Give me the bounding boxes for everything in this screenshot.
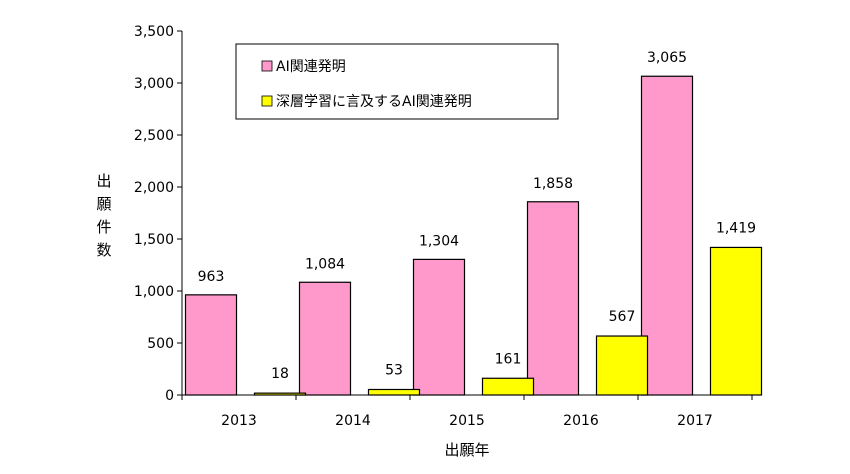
- x-tick-label: 2015: [449, 413, 485, 429]
- bar-ai: [640, 75, 694, 396]
- y-axis-title-char: 数: [96, 241, 111, 259]
- y-tick-label: 2,500: [134, 128, 174, 144]
- x-axis-title: 出願年: [444, 441, 489, 459]
- x-ticks: 2013 2014 2015 2016 2017: [181, 395, 753, 429]
- y-axis-title-char: 出: [96, 172, 111, 190]
- data-label: 53: [385, 362, 403, 378]
- bar-deep-learning: [367, 388, 421, 396]
- y-axis-title-char: 件: [96, 218, 111, 236]
- y-tick-label: 1,000: [134, 284, 174, 300]
- data-label: 963: [198, 269, 225, 285]
- y-tick-label: 2,000: [134, 180, 174, 196]
- y-tick-label: 0: [165, 388, 174, 404]
- data-label: 161: [495, 351, 522, 367]
- x-tick-label: 2013: [221, 413, 257, 429]
- y-tick-label: 1,500: [134, 232, 174, 248]
- x-tick-label: 2016: [563, 413, 599, 429]
- y-axis-title-char: 願: [96, 195, 111, 213]
- bars: [184, 75, 763, 396]
- y-tick-label: 3,000: [134, 76, 174, 92]
- data-label: 3,065: [647, 50, 687, 66]
- data-label: 1,858: [533, 176, 573, 192]
- data-label: 1,304: [419, 233, 459, 249]
- x-tick-label: 2017: [677, 413, 713, 429]
- legend-label-ai: AI関連発明: [276, 59, 346, 75]
- data-labels: 963 1,084 1,304 1,858 3,065 18 53 161 567 1,419: [198, 50, 756, 382]
- data-label: 567: [609, 309, 636, 325]
- legend-swatch-deep-learning: [261, 95, 273, 107]
- bar-ai: [298, 281, 352, 396]
- legend-swatch-ai: [261, 60, 273, 72]
- x-tick-label: 2014: [335, 413, 371, 429]
- bar-ai: [184, 294, 238, 396]
- data-label: 1,419: [716, 220, 756, 236]
- legend: AI関連発明 深層学習に言及するAI関連発明: [235, 43, 559, 120]
- bar-ai: [412, 258, 466, 396]
- data-label: 18: [271, 366, 289, 382]
- y-tick-label: 500: [147, 336, 174, 352]
- bar-deep-learning: [253, 392, 307, 396]
- y-ticks: 0 500 1,000 1,500 2,000 2,500 3,000 3,500: [134, 24, 182, 404]
- bar-ai: [526, 201, 580, 396]
- legend-box: [235, 43, 559, 120]
- bar-deep-learning: [595, 335, 649, 396]
- bar-deep-learning: [709, 246, 763, 396]
- y-tick-label: 3,500: [134, 24, 174, 40]
- legend-label-deep-learning: 深層学習に言及するAI関連発明: [276, 94, 472, 110]
- data-label: 1,084: [305, 256, 345, 272]
- bar-deep-learning: [481, 377, 535, 396]
